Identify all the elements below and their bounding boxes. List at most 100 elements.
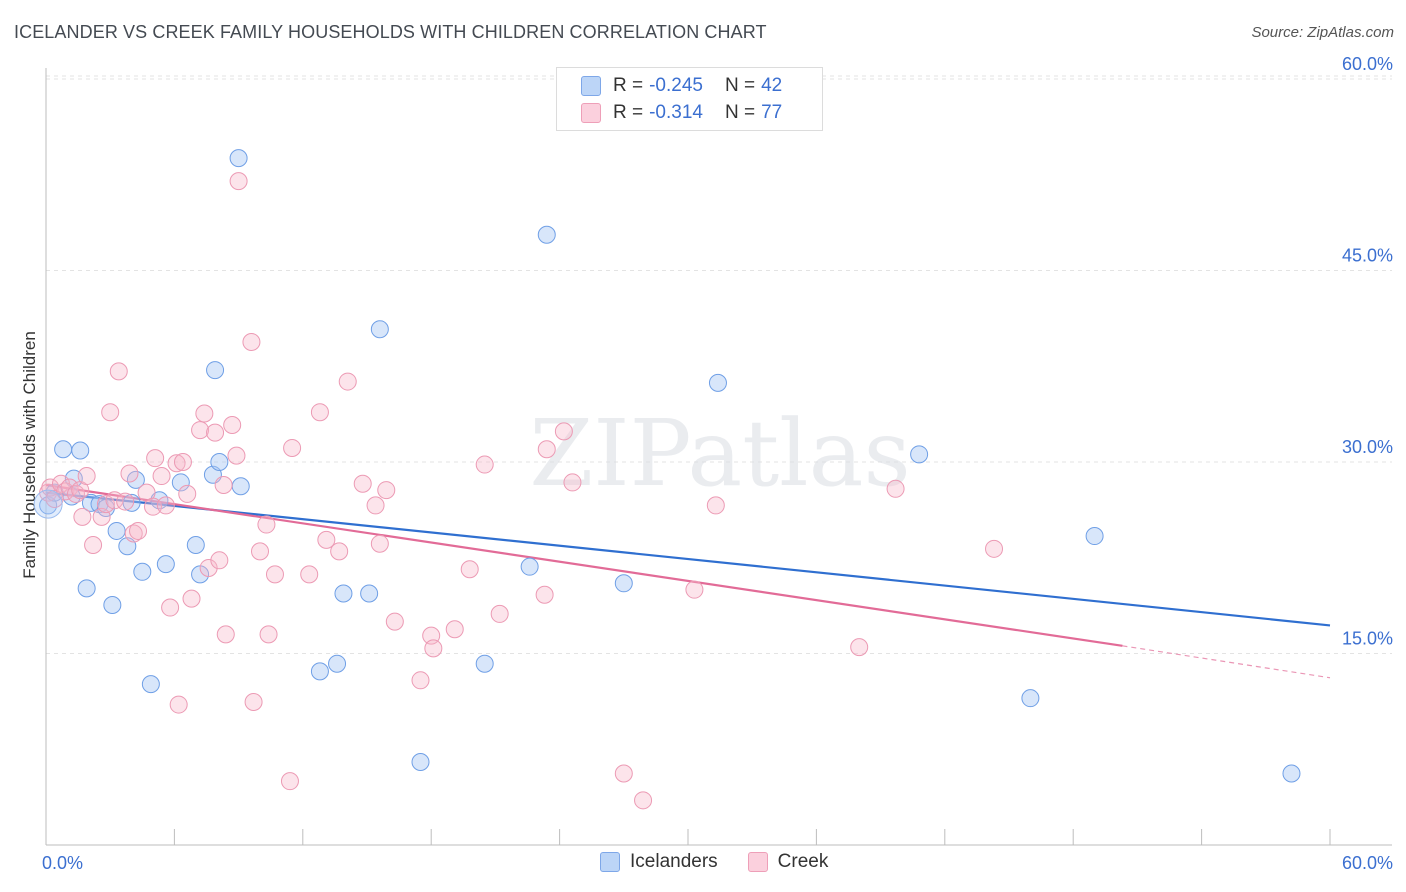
icelanders-point <box>231 477 250 496</box>
icelanders-r-value: -0.245 <box>649 75 703 96</box>
icelanders-point <box>1282 764 1301 783</box>
icelanders-point <box>1085 527 1104 546</box>
creek-point <box>886 479 905 498</box>
icelanders-point <box>1021 689 1040 708</box>
icelanders-swatch <box>581 76 601 96</box>
creek-point <box>116 492 135 511</box>
n-label: N = <box>724 102 756 123</box>
creek-point <box>706 496 725 515</box>
creek-point <box>257 515 276 534</box>
creek-point <box>199 558 218 577</box>
legend-item-icelanders: Icelanders <box>600 851 718 873</box>
creek-point <box>634 791 653 810</box>
creek-point <box>490 604 509 623</box>
y-tick-label: 30.0% <box>1342 437 1393 457</box>
data-points <box>33 149 1301 810</box>
creek-point <box>161 598 180 617</box>
icelanders-point <box>103 595 122 614</box>
creek-point <box>370 534 389 553</box>
icelanders-point <box>126 470 145 489</box>
creek-trend-line <box>45 483 1123 647</box>
creek-point <box>300 565 319 584</box>
icelanders-cluster-point <box>33 489 63 519</box>
icelanders-point <box>229 149 248 168</box>
icelanders-point <box>411 753 430 772</box>
icelanders-point <box>206 361 225 380</box>
creek-point <box>377 481 396 500</box>
creek-point <box>445 620 464 639</box>
creek-point <box>424 639 443 658</box>
icelanders-point <box>310 662 329 681</box>
creek-point <box>210 551 229 570</box>
icelanders-point <box>708 373 727 392</box>
creek-point <box>156 496 175 515</box>
icelanders-point <box>360 584 379 603</box>
creek-point <box>537 440 556 459</box>
icelanders-point <box>107 521 126 540</box>
creek-point <box>280 772 299 791</box>
icelanders-point <box>614 574 633 593</box>
creek-point <box>283 438 302 457</box>
creek-n-value: 77 <box>761 102 783 123</box>
creek-point <box>411 671 430 690</box>
creek-point <box>223 415 242 434</box>
watermark: ZIPatlas <box>529 400 910 507</box>
icelanders-point <box>156 555 175 574</box>
creek-point <box>206 423 225 442</box>
creek-point <box>251 542 269 561</box>
creek-point <box>563 473 582 492</box>
creek-point <box>985 539 1004 558</box>
creek-point <box>229 172 248 191</box>
r-label: R = <box>613 102 644 123</box>
creek-point <box>244 693 263 712</box>
creek-point <box>850 638 869 657</box>
creek-point <box>214 475 233 494</box>
creek-point <box>460 560 479 579</box>
creek-point <box>685 580 704 599</box>
icelanders-n-value: 42 <box>761 75 783 96</box>
creek-point <box>191 421 210 440</box>
icelanders-point <box>328 654 347 673</box>
icelanders-point <box>910 445 929 464</box>
axes <box>45 68 1392 846</box>
creek-point <box>195 404 214 423</box>
correlation-legend: R = -0.245 N = 42 R = -0.314 N = 77 <box>556 67 823 131</box>
creek-point <box>614 764 633 783</box>
icelanders-point <box>370 320 389 339</box>
legend-row-creek: R = -0.314 N = 77 <box>581 101 782 125</box>
icelanders-point <box>520 557 539 576</box>
x-tick-label-min: 0.0% <box>42 853 83 873</box>
creek-point <box>144 497 162 516</box>
creek-point <box>554 422 573 441</box>
tick-labels: 15.0% 30.0% 45.0% 60.0% 0.0% 60.0% <box>42 54 1393 873</box>
creek-point <box>310 403 329 422</box>
y-tick-label: 60.0% <box>1342 54 1393 74</box>
chart-title: ICELANDER VS CREEK FAMILY HOUSEHOLDS WIT… <box>14 22 767 42</box>
creek-point <box>353 474 372 493</box>
icelanders-legend-label: Icelanders <box>630 851 718 872</box>
legend-row-icelanders: R = -0.245 N = 42 <box>581 74 782 98</box>
creek-point <box>109 362 128 381</box>
creek-point <box>173 453 192 471</box>
icelanders-point <box>210 453 229 471</box>
creek-point <box>73 507 92 526</box>
icelanders-point <box>77 579 96 598</box>
creek-point <box>475 455 494 474</box>
x-tick-label-max: 60.0% <box>1342 853 1393 873</box>
legend-item-creek: Creek <box>747 851 829 873</box>
icelanders-point <box>141 675 160 694</box>
creek-point <box>101 403 120 422</box>
creek-point <box>265 565 284 584</box>
creek-point <box>178 484 197 503</box>
gridlines <box>46 75 1392 654</box>
icelanders-point <box>133 562 152 581</box>
creek-r-value: -0.314 <box>649 102 703 123</box>
creek-trend-extension <box>1122 645 1331 679</box>
creek-point <box>242 332 261 351</box>
icelanders-point <box>475 654 494 673</box>
creek-legend-label: Creek <box>777 851 829 872</box>
creek-point <box>259 625 278 644</box>
creek-swatch <box>581 103 601 123</box>
creek-point <box>338 372 357 391</box>
